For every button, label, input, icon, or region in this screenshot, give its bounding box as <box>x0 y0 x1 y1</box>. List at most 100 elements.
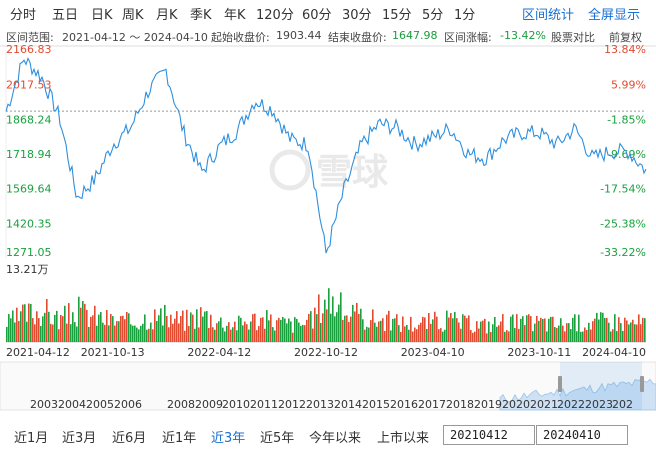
y-tick-left-label: 1271.05 <box>6 246 52 259</box>
range-label: 区间范围: <box>6 31 54 44</box>
volume-bar <box>584 327 586 342</box>
volume-bar <box>482 320 484 342</box>
volume-bar <box>36 311 38 342</box>
overview-year-label: 2013 <box>306 398 334 411</box>
overview-year-label: 2004 <box>58 398 86 411</box>
date-to-input[interactable]: 20240410 <box>536 425 628 445</box>
volume-bar <box>370 320 372 342</box>
volume-bar <box>382 318 384 342</box>
tab-five-day[interactable]: 五日 <box>52 8 79 23</box>
watermark-logo-icon <box>269 149 311 191</box>
volume-bar <box>596 312 598 342</box>
overview-year-label: 2021 <box>530 398 558 411</box>
range-since-listing-button[interactable]: 上市以来 <box>377 431 430 446</box>
volume-bar <box>204 311 206 342</box>
volume-bar <box>518 328 520 342</box>
volume-bar <box>428 313 430 342</box>
x-axis-label: 2023-10-11 <box>507 346 571 359</box>
volume-bar <box>438 329 440 342</box>
volume-bar <box>58 329 60 342</box>
y-tick-right-label: -33.22% <box>600 246 646 259</box>
volume-bar <box>400 331 402 342</box>
volume-bar <box>104 324 106 342</box>
y-tick-left-label: 1420.35 <box>6 217 52 230</box>
tab-120min[interactable]: 120分 <box>256 8 294 23</box>
volume-bar <box>372 309 374 342</box>
tab-month-k[interactable]: 月K <box>156 8 178 23</box>
range-3y-button[interactable]: 近3年 <box>211 431 246 446</box>
volume-bar <box>366 326 368 342</box>
date-from-input[interactable]: 20210412 <box>443 425 535 445</box>
interval-stats-link[interactable]: 区间统计 <box>522 8 575 23</box>
volume-bar <box>76 326 78 342</box>
volume-bar <box>484 318 486 342</box>
range-3m-button[interactable]: 近3月 <box>62 431 97 446</box>
volume-bar <box>344 315 346 342</box>
volume-bar <box>614 314 616 342</box>
volume-bar <box>546 331 548 342</box>
volume-bar <box>220 317 222 342</box>
volume-bar <box>258 326 260 342</box>
volume-bar <box>140 325 142 342</box>
volume-bar <box>592 321 594 342</box>
volume-bar <box>118 321 120 342</box>
fullscreen-link[interactable]: 全屏显示 <box>588 8 641 23</box>
volume-bar <box>348 321 350 342</box>
tab-15min[interactable]: 15分 <box>382 8 412 23</box>
volume-bar <box>572 317 574 342</box>
volume-bar <box>302 324 304 342</box>
volume-bar <box>256 330 258 342</box>
range-1y-button[interactable]: 近1年 <box>162 431 197 446</box>
range-ytd-button[interactable]: 今年以来 <box>309 431 362 446</box>
tab-day-k[interactable]: 日K <box>91 8 113 23</box>
volume-bar <box>268 320 270 342</box>
volume-bar <box>246 324 248 342</box>
tab-fenshi[interactable]: 分时 <box>10 8 37 23</box>
adjust-button[interactable]: 前复权 <box>609 31 642 44</box>
overview-year-label: 2019 <box>474 398 502 411</box>
overview-year-label: 2018 <box>446 398 474 411</box>
tab-quarter-k[interactable]: 季K <box>190 8 212 23</box>
range-5y-button[interactable]: 近5年 <box>260 431 295 446</box>
volume-bar <box>498 325 500 342</box>
volume-bar <box>66 323 68 342</box>
y-tick-right-label: -25.38% <box>600 217 646 230</box>
volume-bar <box>318 294 320 342</box>
volume-bar <box>60 314 62 342</box>
volume-bar <box>46 299 48 342</box>
end-label: 结束收盘价: <box>328 31 387 44</box>
volume-bar <box>450 313 452 342</box>
range-6m-button[interactable]: 近6月 <box>112 431 147 446</box>
tab-60min[interactable]: 60分 <box>302 8 332 23</box>
volume-bar <box>198 327 200 342</box>
volume-bar <box>18 321 20 342</box>
volume-bar <box>494 316 496 342</box>
y-tick-left-label: 2166.83 <box>6 43 52 56</box>
volume-bar <box>306 319 308 342</box>
volume-bar <box>320 322 322 342</box>
tab-1min[interactable]: 1分 <box>454 8 476 23</box>
compare-button[interactable]: 股票对比 <box>551 31 595 44</box>
tab-week-k[interactable]: 周K <box>122 8 144 23</box>
change-value: -13.42% <box>500 29 546 42</box>
volume-bar <box>634 324 636 342</box>
volume-bar <box>338 304 340 342</box>
volume-bar <box>168 327 170 342</box>
range-1m-button[interactable]: 近1月 <box>14 431 49 446</box>
x-axis-label: 2024-04-10 <box>582 346 646 359</box>
volume-bar <box>126 311 128 342</box>
volume-bar <box>324 299 326 342</box>
volume-bar <box>308 313 310 342</box>
volume-bar <box>290 321 292 342</box>
volume-bar <box>48 311 50 342</box>
volume-bar <box>206 311 208 342</box>
volume-bar <box>502 314 504 342</box>
tab-5min[interactable]: 5分 <box>422 8 444 23</box>
overview-area <box>499 378 656 411</box>
tab-year-k[interactable]: 年K <box>224 8 246 23</box>
tab-30min[interactable]: 30分 <box>342 8 372 23</box>
volume-bar <box>240 317 242 342</box>
volume-bar <box>468 315 470 342</box>
volume-bar <box>34 324 36 342</box>
